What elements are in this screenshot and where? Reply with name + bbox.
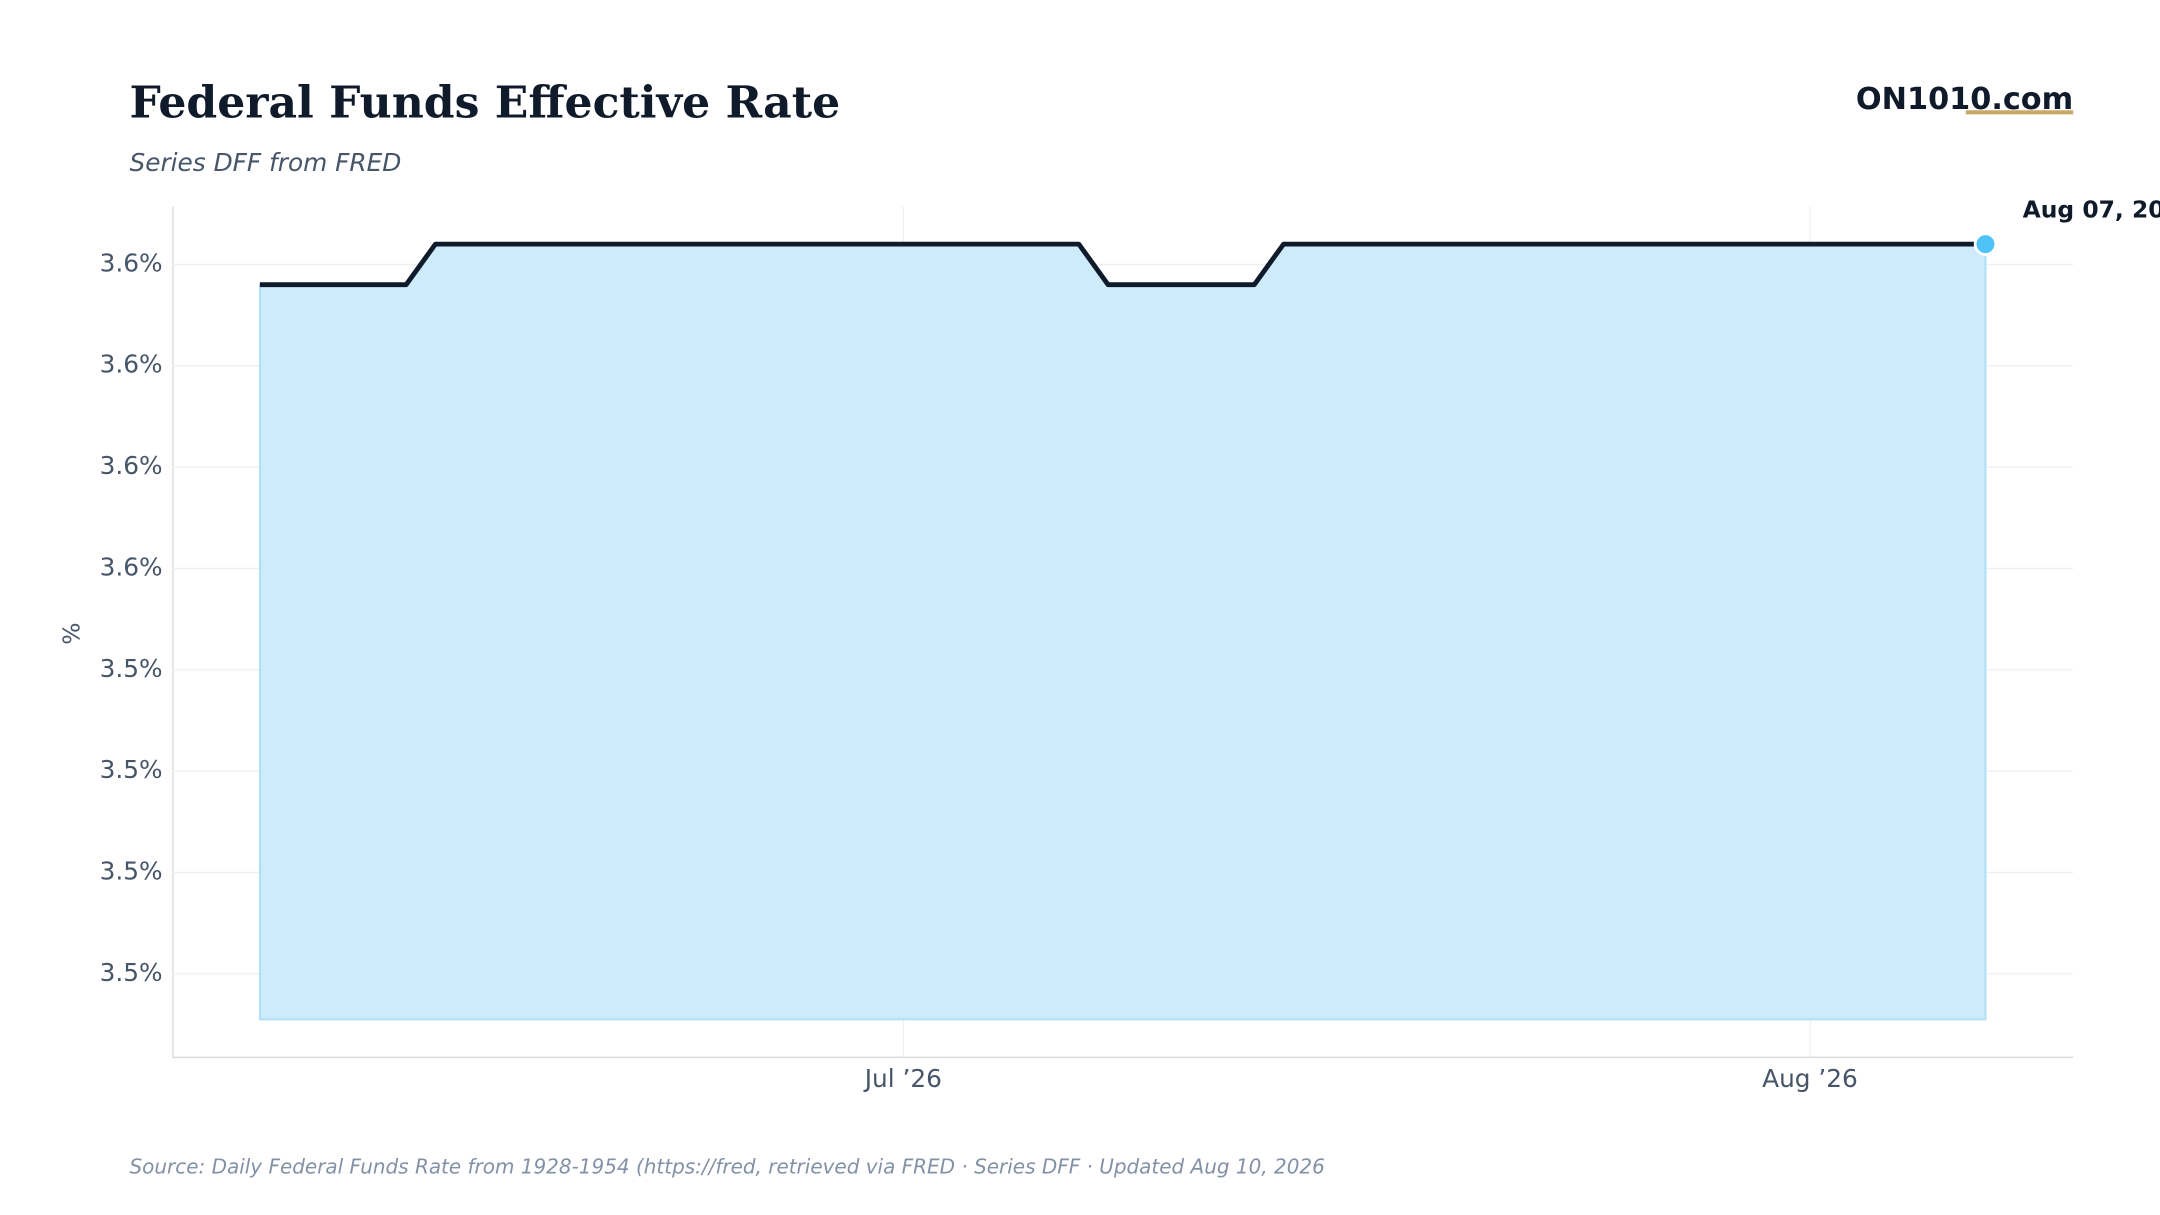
- y-tick-label: 3.6%: [100, 350, 163, 379]
- y-tick-label: 3.6%: [100, 451, 163, 480]
- last-point-marker: [1973, 232, 1998, 256]
- y-tick-label: 3.5%: [100, 856, 163, 885]
- chart-subtitle: Series DFF from FRED: [129, 148, 401, 177]
- y-tick-label: 3.6%: [100, 552, 163, 581]
- rate-line: [259, 241, 1986, 288]
- source-note: Source: Daily Federal Funds Rate from 19…: [129, 1155, 1324, 1179]
- y-tick-label: 3.5%: [100, 958, 163, 987]
- y-tick-label: 3.5%: [100, 654, 163, 683]
- x-tick-label: Aug ’26: [1762, 1064, 1858, 1093]
- y-tick-label: 3.6%: [100, 248, 163, 277]
- chart-title: Federal Funds Effective Rate: [129, 78, 840, 129]
- x-tick-label: Jul ’26: [863, 1064, 942, 1093]
- y-tick-label: 3.5%: [100, 755, 163, 784]
- last-point-annotation: Aug 07, 2026: [2023, 196, 2160, 224]
- area-fill: [258, 243, 1987, 1021]
- y-axis-label: %: [58, 623, 86, 645]
